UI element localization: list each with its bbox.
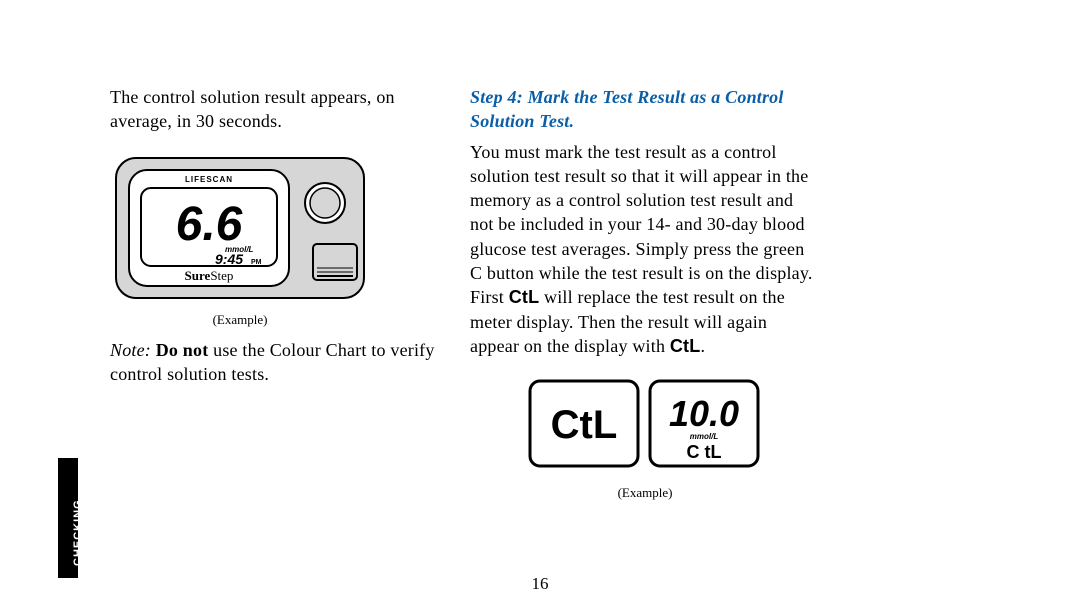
right-para: You must mark the test result as a contr… — [470, 140, 820, 359]
meter-caption: (Example) — [110, 312, 370, 328]
reading-ampm: PM — [251, 259, 262, 266]
section-tab: CHECKING — [58, 458, 78, 578]
right-column: Step 4: Mark the Test Result as a Contro… — [470, 85, 820, 501]
ctl-figure: CtL 10.0 mmol/L C tL (Example) — [470, 376, 820, 501]
reading-time: 9:45 — [215, 251, 243, 267]
page: CHECKING The control solution result app… — [0, 0, 1080, 614]
ctl-glyph-2: CtL — [670, 336, 701, 356]
brand-sure: Sure — [185, 268, 211, 283]
page-number: 16 — [0, 574, 1080, 594]
para-c: . — [700, 336, 705, 356]
ctl-right-reading: 10.0 — [669, 393, 739, 434]
reading-value: 6.6 — [176, 198, 243, 251]
ctl-right-sub: C tL — [687, 442, 722, 462]
para-a: You must mark the test result as a contr… — [470, 142, 813, 308]
brand-label: LIFESCAN — [185, 175, 233, 184]
note-label: Note: — [110, 340, 151, 360]
section-tab-label: CHECKING — [72, 499, 84, 566]
brand-step: Step — [210, 268, 233, 283]
left-column: The control solution result appears, on … — [110, 85, 460, 386]
step-heading: Step 4: Mark the Test Result as a Contro… — [470, 85, 820, 134]
ctl-glyph-1: CtL — [509, 287, 540, 307]
note-bold: Do not — [156, 340, 209, 360]
note-text: Note: Do not use the Colour Chart to ver… — [110, 338, 460, 387]
meter-illustration: LIFESCAN 6.6 mmol/L 9:45 PM SureStep — [115, 148, 365, 308]
svg-text:SureStep: SureStep — [185, 268, 234, 283]
ctl-left-text: CtL — [551, 403, 618, 447]
left-intro: The control solution result appears, on … — [110, 85, 460, 134]
ctl-caption: (Example) — [470, 485, 820, 501]
meter-figure: LIFESCAN 6.6 mmol/L 9:45 PM SureStep — [110, 148, 370, 328]
ctl-right-unit: mmol/L — [690, 432, 719, 441]
ctl-illustration: CtL 10.0 mmol/L C tL — [520, 376, 770, 476]
meter-button-icon — [310, 188, 340, 218]
